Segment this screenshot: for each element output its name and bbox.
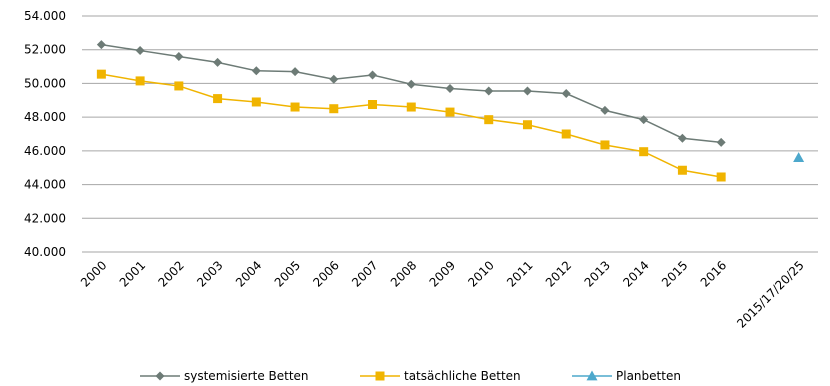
legend-marker	[375, 371, 385, 381]
x-tick-label: 2008	[388, 258, 419, 289]
x-tick-label: 2015/17/20/25	[734, 258, 806, 330]
data-point	[484, 115, 494, 125]
series-line	[101, 43, 722, 144]
series-line	[101, 73, 722, 178]
y-tick-label: 46.000	[24, 144, 66, 158]
data-point	[639, 115, 649, 125]
x-tick-label: 2003	[194, 258, 225, 289]
data-point	[484, 86, 494, 96]
data-point	[251, 97, 261, 107]
y-tick-label: 40.000	[24, 245, 66, 259]
series-0	[96, 40, 726, 147]
x-tick-label: 2009	[427, 258, 458, 289]
x-tick-label: 2001	[117, 258, 148, 289]
legend: systemisierte Betten tatsächliche Betten P…	[140, 369, 681, 383]
x-axis-ticks: 2000 2001 2002 2003 2004 2005 2006 2007 2008 2009…	[78, 258, 807, 330]
data-point	[406, 102, 416, 112]
data-point	[522, 120, 532, 130]
y-tick-label: 48.000	[24, 110, 66, 124]
legend-label: tatsächliche Betten	[404, 369, 521, 383]
series-2	[793, 152, 805, 162]
legend-item: tatsächliche Betten	[360, 369, 521, 383]
data-point	[213, 94, 223, 104]
data-point	[290, 102, 300, 112]
gridlines	[82, 15, 818, 253]
data-point	[561, 89, 571, 99]
data-point	[174, 81, 184, 91]
data-point	[135, 46, 145, 56]
data-point	[368, 100, 378, 109]
data-point	[716, 137, 726, 147]
y-tick-label: 52.000	[24, 43, 66, 57]
x-tick-label: 2014	[620, 258, 651, 289]
x-tick-label: 2010	[465, 258, 496, 289]
x-tick-label: 2015	[659, 258, 690, 289]
data-point	[96, 69, 106, 79]
y-axis-ticks: 40.000 42.000 44.000 46.000 48.000 50.000 52.0…	[24, 9, 66, 259]
legend-label: Planbetten	[616, 369, 681, 383]
legend-item: systemisierte Betten	[140, 369, 309, 383]
data-point	[96, 40, 106, 50]
data-point	[600, 140, 610, 150]
data-point	[445, 83, 455, 93]
data-point	[368, 70, 378, 80]
x-tick-label: 2016	[698, 258, 729, 289]
data-point	[677, 165, 687, 175]
x-tick-label: 2005	[272, 258, 303, 289]
data-point	[522, 86, 532, 96]
x-tick-label: 2011	[504, 258, 535, 289]
data-point	[445, 107, 455, 117]
series-1	[96, 69, 726, 182]
data-point	[135, 76, 145, 86]
data-point	[716, 172, 726, 182]
series-group	[96, 40, 805, 182]
data-point	[213, 57, 223, 67]
y-tick-label: 44.000	[24, 178, 66, 192]
data-point	[174, 51, 184, 61]
data-point	[251, 66, 261, 76]
legend-label: systemisierte Betten	[184, 369, 309, 383]
x-tick-label: 2012	[543, 258, 574, 289]
y-tick-label: 50.000	[24, 76, 66, 90]
x-tick-label: 2004	[233, 258, 264, 289]
data-point	[290, 67, 300, 77]
y-tick-label: 54.000	[24, 9, 66, 23]
data-point	[406, 79, 416, 89]
data-point	[793, 152, 805, 162]
x-tick-label: 2002	[155, 258, 186, 289]
data-point	[677, 133, 687, 143]
data-point	[600, 105, 610, 115]
data-point	[329, 104, 339, 114]
x-tick-label: 2006	[310, 258, 341, 289]
x-tick-label: 2007	[349, 258, 380, 289]
legend-marker	[586, 370, 598, 381]
legend-marker	[155, 371, 165, 381]
x-tick-label: 2013	[582, 258, 613, 289]
data-point	[329, 74, 339, 84]
legend-item: Planbetten	[572, 369, 681, 383]
data-point	[639, 147, 649, 157]
x-tick-label: 2000	[78, 258, 109, 289]
data-point	[561, 129, 571, 139]
y-tick-label: 42.000	[24, 211, 66, 225]
